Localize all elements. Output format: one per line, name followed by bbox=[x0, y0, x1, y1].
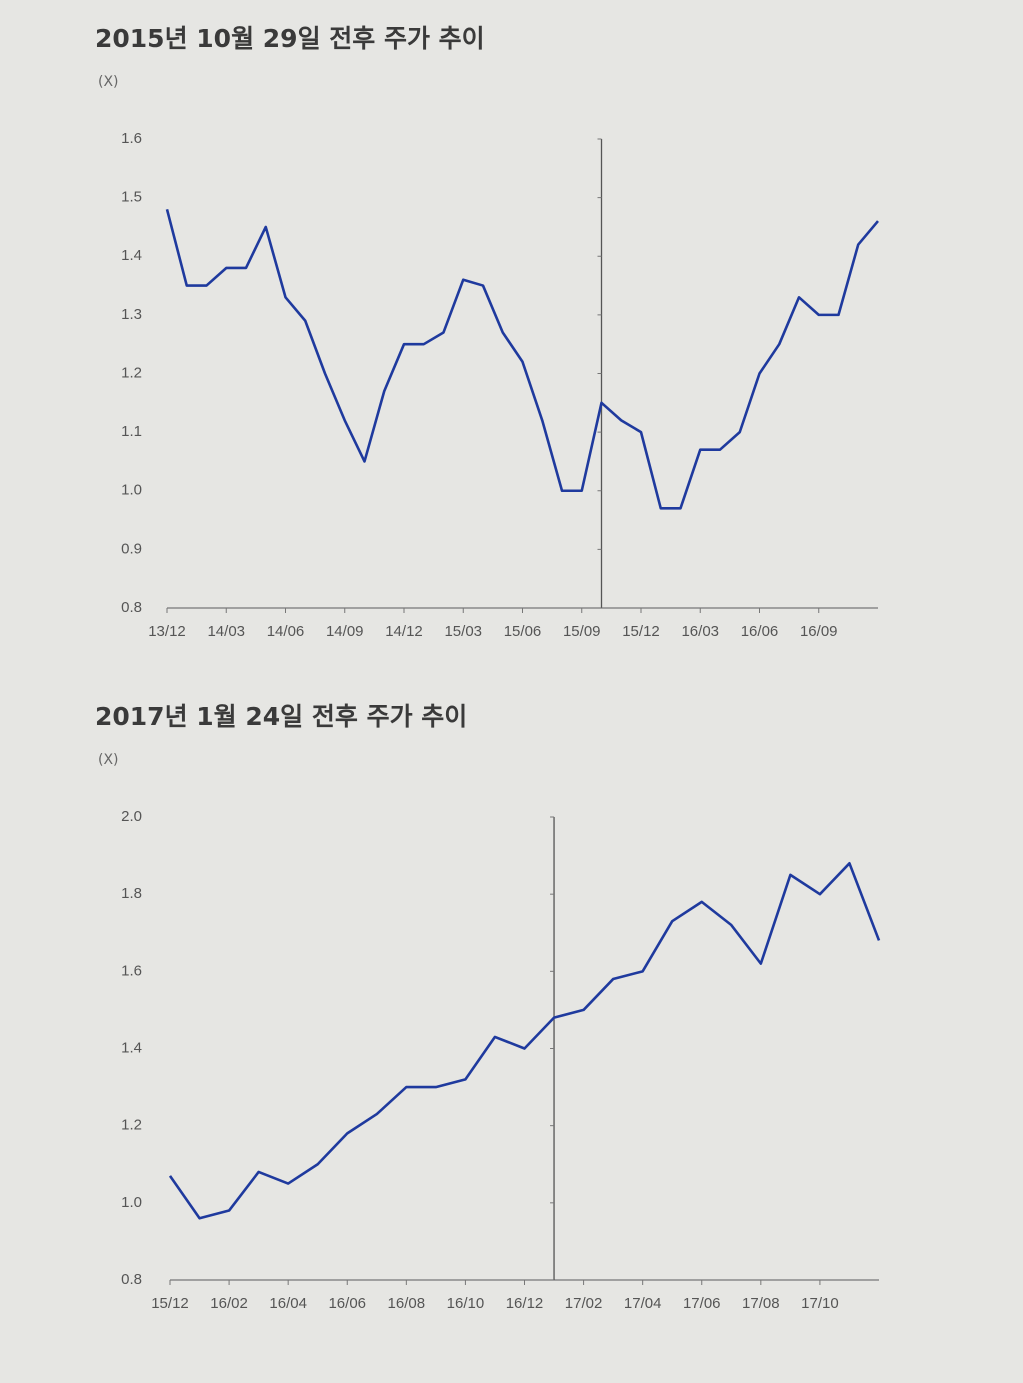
y-tick-label: 1.0 bbox=[121, 1194, 142, 1211]
y-tick-label: 0.8 bbox=[121, 1271, 142, 1288]
x-tick-label: 17/04 bbox=[624, 1295, 662, 1312]
x-tick-label: 15/06 bbox=[504, 623, 542, 640]
x-tick-label: 14/06 bbox=[267, 623, 305, 640]
x-tick-label: 16/06 bbox=[328, 1295, 366, 1312]
price-line bbox=[168, 862, 881, 1220]
y-tick-label: 1.4 bbox=[121, 247, 142, 264]
y-unit: (X) bbox=[98, 74, 119, 90]
y-tick-label: 1.0 bbox=[121, 482, 142, 499]
y-tick-label: 1.5 bbox=[121, 189, 142, 206]
chart-title: 2015년 10월 29일 전후 주가 추이 bbox=[95, 24, 485, 53]
x-tick-label: 16/10 bbox=[447, 1295, 485, 1312]
x-tick-label: 15/09 bbox=[563, 623, 601, 640]
x-tick-label: 16/12 bbox=[506, 1295, 544, 1312]
y-tick-label: 0.8 bbox=[121, 599, 142, 616]
x-tick-label: 15/03 bbox=[444, 623, 482, 640]
x-tick-label: 14/09 bbox=[326, 623, 364, 640]
x-tick-label: 16/08 bbox=[388, 1295, 426, 1312]
x-tick-label: 17/02 bbox=[565, 1295, 603, 1312]
x-tick-label: 15/12 bbox=[151, 1295, 189, 1312]
y-tick-label: 1.8 bbox=[121, 885, 142, 902]
y-tick-label: 1.2 bbox=[121, 1117, 142, 1134]
x-tick-label: 16/03 bbox=[681, 623, 719, 640]
price-line bbox=[165, 209, 879, 510]
x-tick-label: 17/08 bbox=[742, 1295, 780, 1312]
x-tick-label: 15/12 bbox=[622, 623, 660, 640]
y-tick-label: 1.1 bbox=[121, 423, 142, 440]
y-tick-label: 1.3 bbox=[121, 306, 142, 323]
y-tick-label: 1.6 bbox=[121, 962, 142, 979]
x-tick-label: 16/09 bbox=[800, 623, 838, 640]
x-tick-label: 17/06 bbox=[683, 1295, 721, 1312]
y-tick-label: 0.9 bbox=[121, 540, 142, 557]
y-tick-label: 1.6 bbox=[121, 130, 142, 147]
y-tick-label: 1.4 bbox=[121, 1039, 142, 1056]
chart-title: 2017년 1월 24일 전후 주가 추이 bbox=[95, 702, 467, 731]
x-tick-label: 16/06 bbox=[741, 623, 779, 640]
x-tick-label: 14/03 bbox=[207, 623, 245, 640]
x-tick-label: 16/02 bbox=[210, 1295, 248, 1312]
x-tick-label: 17/10 bbox=[801, 1295, 839, 1312]
y-tick-label: 2.0 bbox=[121, 808, 142, 825]
y-unit: (X) bbox=[98, 752, 119, 768]
y-tick-label: 1.2 bbox=[121, 364, 142, 381]
x-tick-label: 16/04 bbox=[269, 1295, 307, 1312]
x-tick-label: 13/12 bbox=[148, 623, 186, 640]
x-tick-label: 14/12 bbox=[385, 623, 423, 640]
